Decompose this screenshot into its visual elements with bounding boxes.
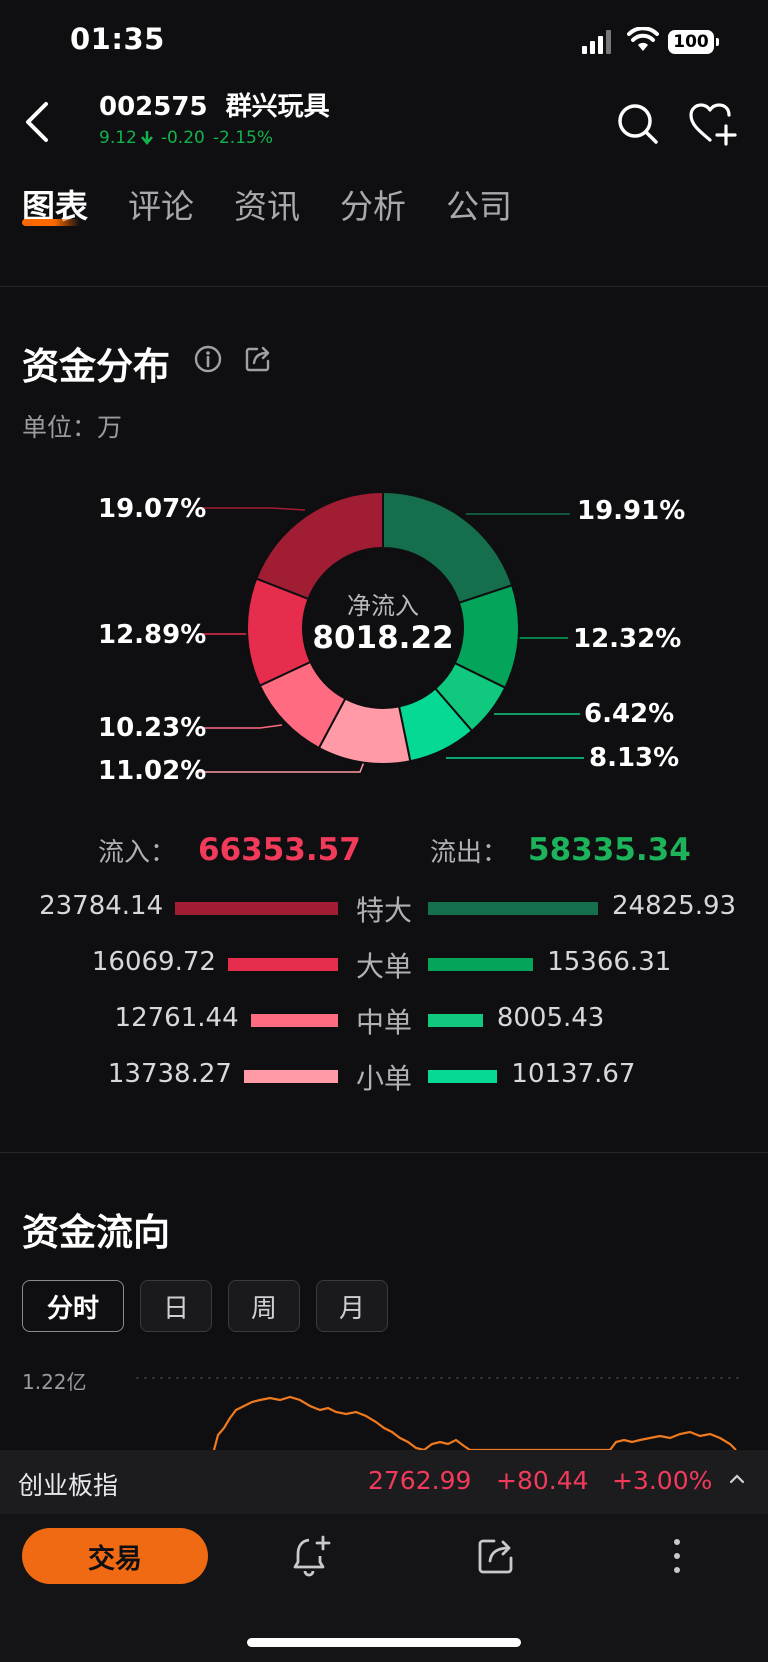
fund-distribution-donut <box>246 490 520 765</box>
intraday-flow-chart <box>136 1377 744 1450</box>
outflow-bar-large <box>428 958 534 971</box>
slice-label-in-small: 11.02% <box>98 756 207 786</box>
inflow-value-super: 23784.14 <box>39 891 164 921</box>
order-size-label-large: 大单 <box>355 950 412 983</box>
index-name: 创业板指 <box>18 1471 119 1500</box>
outflow-total: 58335.34 <box>528 832 691 868</box>
unit-prefix: 单位： <box>22 413 98 442</box>
add-favorite-heart-icon[interactable] <box>688 102 738 146</box>
divider <box>0 1152 768 1153</box>
info-icon[interactable] <box>193 344 223 374</box>
leader-line-in-small <box>198 761 365 773</box>
add-alert-bell-icon[interactable] <box>292 1534 334 1578</box>
index-price: 2762.99 <box>368 1466 472 1495</box>
outflow-bar-super <box>428 902 598 915</box>
period-tab-month[interactable]: 月 <box>316 1280 388 1332</box>
main-tabs: 图表 评论 资讯 分析 公司 <box>22 180 512 228</box>
slice-label-in-large: 12.89% <box>98 620 207 650</box>
order-size-label-small: 小单 <box>355 1062 412 1095</box>
trade-button[interactable]: 交易 <box>22 1528 208 1584</box>
inflow-value-medium: 12761.44 <box>114 1003 239 1033</box>
stock-name: 群兴玩具 <box>225 92 330 122</box>
period-tab-intraday[interactable]: 分时 <box>22 1280 124 1332</box>
order-size-label-super: 特大 <box>355 894 412 927</box>
share-icon[interactable] <box>243 344 273 374</box>
inflow-label: 流入： <box>98 838 177 868</box>
inflow-total: 66353.57 <box>198 832 361 868</box>
inflow-bar-small <box>243 1070 338 1083</box>
flow-chart-y-label: 1.22亿 <box>22 1370 87 1394</box>
slice-label-in-medium: 10.23% <box>98 713 207 743</box>
cellular-signal-icon <box>582 30 612 54</box>
back-arrow-icon[interactable] <box>22 100 50 144</box>
outflow-bar-small <box>428 1070 498 1083</box>
inflow-bar-medium <box>250 1014 338 1027</box>
order-size-label-medium: 中单 <box>355 1006 412 1039</box>
battery-icon: 100 <box>668 30 714 54</box>
inflow-value-large: 16069.72 <box>91 947 216 977</box>
period-tabs: 分时 日 周 月 <box>22 1280 388 1332</box>
index-change-pct: +3.00% <box>612 1466 713 1495</box>
outflow-label: 流出： <box>430 838 509 868</box>
share-icon[interactable] <box>476 1536 516 1576</box>
stock-change-pct: -2.15% <box>212 128 273 148</box>
slice-label-out-super: 19.91% <box>577 496 686 526</box>
leader-line-in-super <box>198 507 306 511</box>
outflow-value-large: 15366.31 <box>547 947 672 977</box>
net-inflow-label: 净流入 <box>347 592 419 620</box>
active-tab-indicator <box>22 219 80 226</box>
divider <box>0 286 768 287</box>
stock-title: 002575 群兴玩具 <box>99 86 330 123</box>
period-tab-day[interactable]: 日 <box>140 1280 212 1332</box>
more-vertical-icon[interactable] <box>670 1536 684 1576</box>
tab-news[interactable]: 资讯 <box>234 187 300 226</box>
flow-line <box>212 1395 737 1450</box>
search-icon[interactable] <box>616 102 660 146</box>
outflow-value-small: 10137.67 <box>511 1059 636 1089</box>
index-change: +80.44 <box>496 1466 589 1495</box>
stock-change: -0.20 <box>160 128 205 148</box>
donut-slice-in-super <box>255 490 384 601</box>
leader-line-in-medium <box>198 724 283 729</box>
tab-analysis[interactable]: 分析 <box>340 187 406 226</box>
stock-code: 002575 <box>99 92 208 122</box>
slice-label-in-super: 19.07% <box>98 494 207 524</box>
outflow-value-super: 24825.93 <box>612 891 737 921</box>
chevron-up-icon[interactable] <box>728 1470 746 1488</box>
index-ticker-bar[interactable] <box>0 1450 768 1514</box>
stock-price: 9.12 <box>99 128 137 148</box>
inflow-value-small: 13738.27 <box>107 1059 232 1089</box>
tab-company[interactable]: 公司 <box>446 187 512 226</box>
down-arrow-icon <box>140 131 153 145</box>
unit-value: 万 <box>97 413 123 442</box>
unit-label: 单位：万 <box>22 408 122 444</box>
fund-distribution-title: 资金分布 <box>22 345 170 388</box>
period-tab-week[interactable]: 周 <box>228 1280 300 1332</box>
outflow-bar-medium <box>428 1014 483 1027</box>
inflow-bar-large <box>227 958 338 971</box>
donut-leader-lines <box>198 507 584 773</box>
outflow-value-medium: 8005.43 <box>496 1003 605 1033</box>
inflow-bar-super <box>175 902 338 915</box>
net-inflow-value: 8018.22 <box>312 620 454 656</box>
status-time: 01:35 <box>70 22 165 56</box>
home-indicator <box>247 1638 521 1647</box>
slice-label-out-large: 12.32% <box>573 624 682 654</box>
battery-nub <box>716 38 719 46</box>
tab-comments[interactable]: 评论 <box>128 187 194 226</box>
slice-label-out-medium: 6.42% <box>584 699 675 729</box>
fund-flow-title: 资金流向 <box>22 1211 170 1254</box>
wifi-icon <box>627 27 659 51</box>
stock-quote: 9.12 -0.20 -2.15% <box>99 128 273 148</box>
slice-label-out-small: 8.13% <box>589 743 680 773</box>
